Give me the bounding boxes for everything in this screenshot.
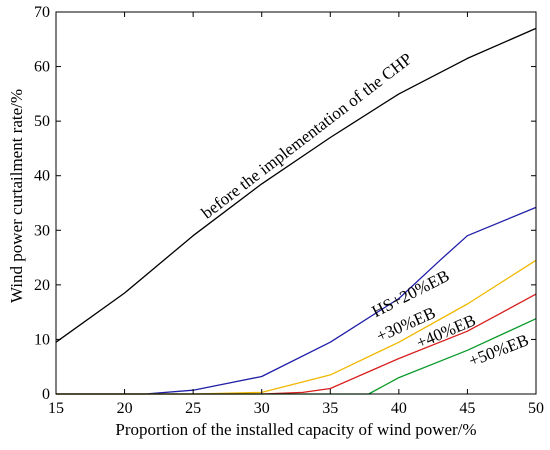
series-label-0: before the implementation of the CHP: [198, 49, 416, 222]
series-line-3: [56, 293, 537, 395]
annotation-layer: before the implementation of the CHPHS+2…: [198, 49, 532, 370]
y-tick-label: 40: [34, 168, 50, 185]
x-axis-label: Proportion of the installed capacity of …: [115, 420, 476, 439]
y-tick-label: 70: [34, 4, 50, 21]
y-tick-label: 10: [34, 331, 50, 348]
x-tick-label: 20: [117, 400, 133, 417]
y-tick-label: 0: [42, 386, 50, 403]
x-tick-label: 25: [185, 400, 201, 417]
y-tick-label: 20: [34, 277, 50, 294]
y-tick-label: 50: [34, 113, 50, 130]
plot-frame: [55, 11, 537, 395]
series-line-0: [55, 27, 537, 343]
labels-layer: 15 20 25 30 35 40 45 50 0 10 20 30 40 50 60 70: [34, 4, 544, 417]
y-tick-label: 60: [34, 59, 50, 76]
y-tick-label: 30: [34, 222, 50, 239]
x-tick-label: 35: [322, 400, 338, 417]
x-tick-label: 45: [459, 400, 475, 417]
x-tick-label: 15: [48, 400, 64, 417]
x-tick-label: 40: [391, 400, 407, 417]
series-line-1: [56, 206, 537, 395]
x-tick-label: 30: [254, 400, 270, 417]
y-axis-label: Wind power curtailment rate/%: [7, 89, 26, 303]
series-layer: [55, 27, 537, 395]
x-tick-label: 50: [528, 400, 544, 417]
ticks-layer: [55, 11, 537, 395]
